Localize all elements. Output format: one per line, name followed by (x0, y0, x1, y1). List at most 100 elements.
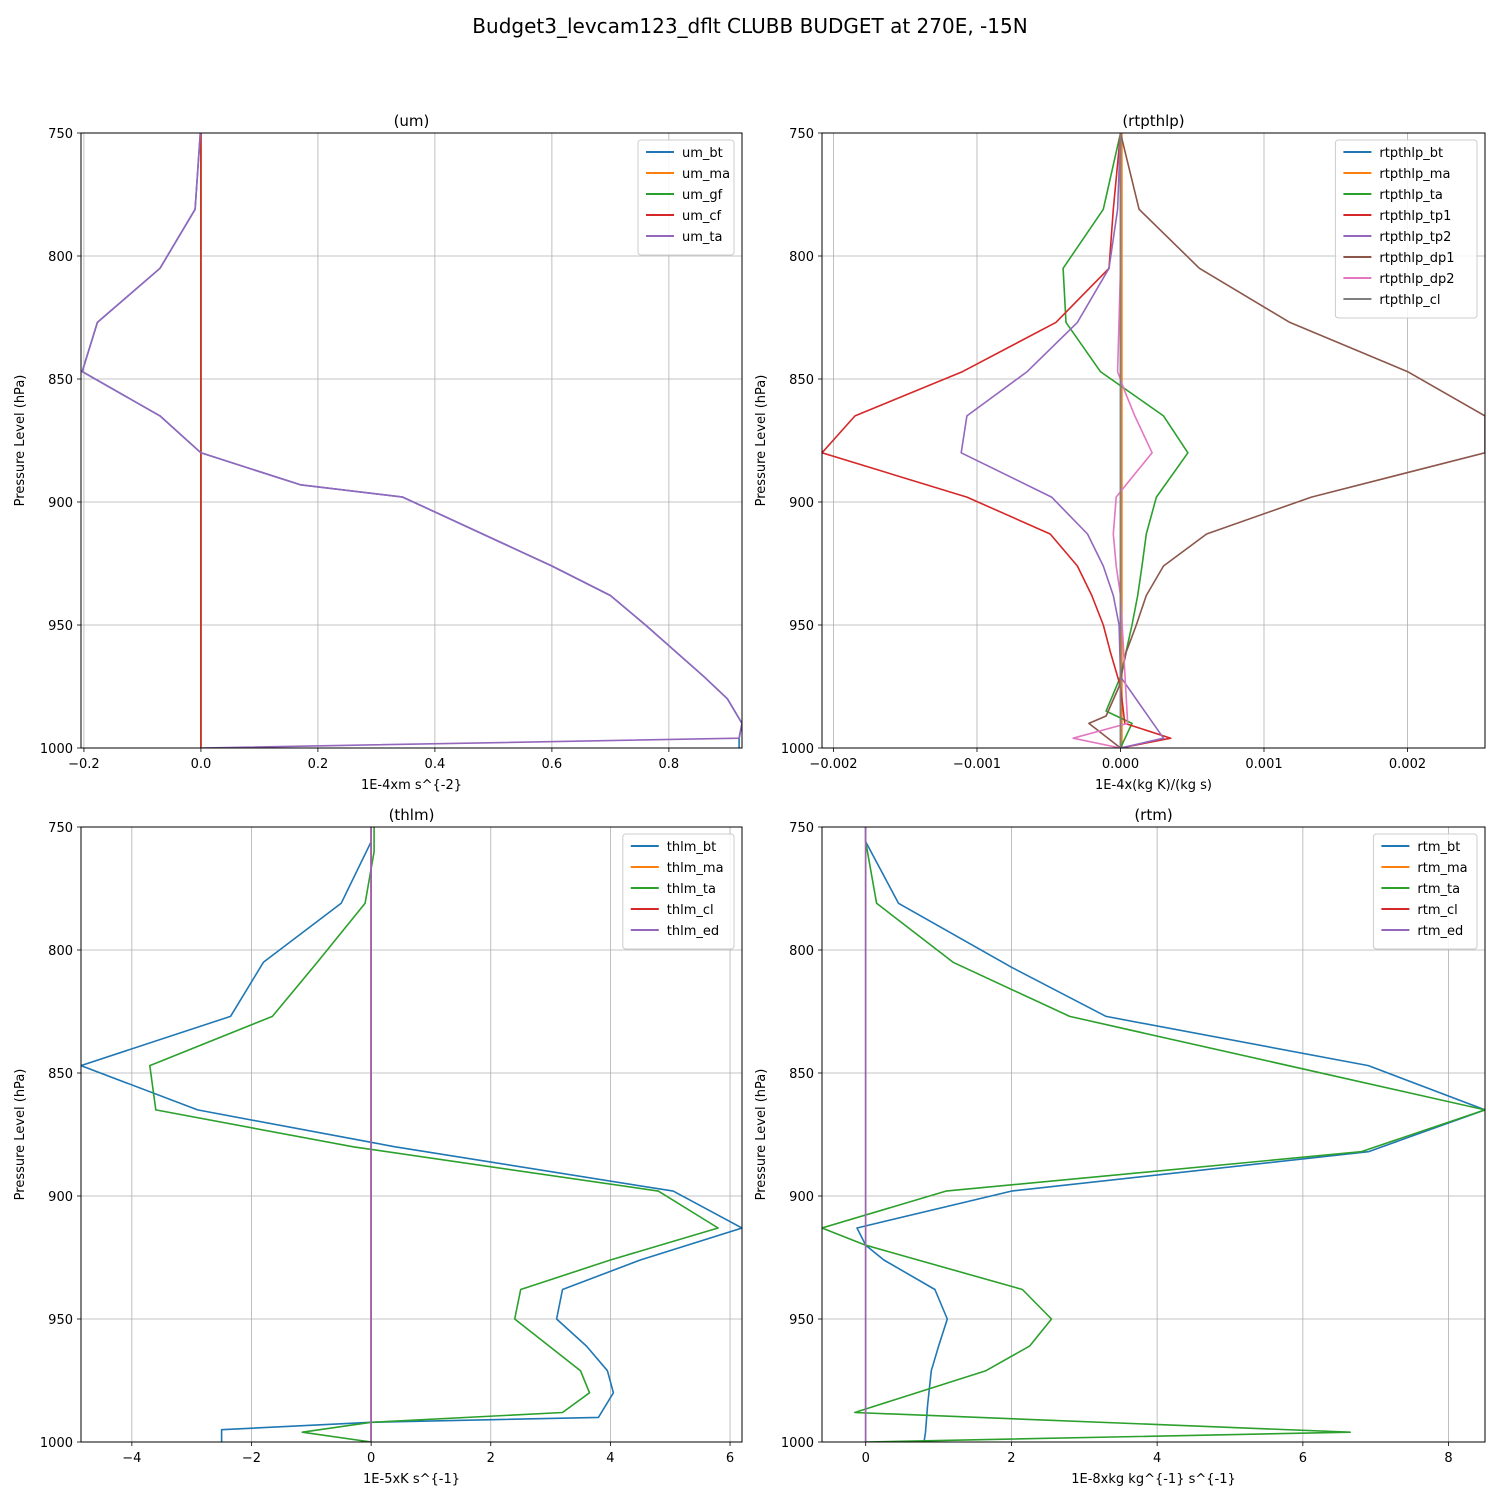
x-tick-label: −2 (242, 1451, 261, 1466)
y-axis-label: Pressure Level (hPa) (754, 375, 769, 507)
x-tick-label: 6 (1299, 1451, 1307, 1466)
series-line-thlm_ta (149, 827, 719, 1442)
series-line-rtpthlp_ta (1062, 133, 1189, 748)
y-tick-label: 850 (48, 1067, 73, 1082)
x-axis-label: 1E-8xkg kg^{-1} s^{-1} (1071, 1472, 1236, 1487)
series-group (822, 827, 1485, 1442)
x-axis-label: 1E-4x(kg K)/(kg s) (1095, 778, 1212, 793)
legend-label: rtm_ma (1417, 861, 1467, 876)
series-line-thlm_bt (81, 841, 742, 1442)
y-tick-label: 750 (48, 127, 73, 142)
y-tick-label: 750 (789, 127, 814, 142)
y-tick-label: 850 (789, 1067, 814, 1082)
legend-label: rtpthlp_tp1 (1379, 209, 1451, 224)
y-tick-label: 850 (789, 373, 814, 388)
series-line-um_ta (81, 133, 742, 748)
legend-label: rtpthlp_cl (1379, 293, 1440, 308)
legend-label: rtm_bt (1417, 840, 1460, 855)
y-axis-label: Pressure Level (hPa) (754, 1069, 769, 1201)
y-axis-label: Pressure Level (hPa) (13, 375, 28, 507)
y-tick-label: 900 (48, 1190, 73, 1205)
axes-frame (80, 132, 743, 749)
legend-label: thlm_ta (667, 882, 716, 897)
y-tick-label: 950 (48, 619, 73, 634)
x-tick-label: 0.8 (659, 757, 680, 772)
series-line-rtpthlp_dp2 (1072, 133, 1153, 748)
y-tick-label: 900 (789, 496, 814, 511)
y-axis-label: Pressure Level (hPa) (13, 1069, 28, 1201)
y-tick-label: 750 (48, 821, 73, 836)
x-tick-label: 0.001 (1245, 757, 1282, 772)
y-tick-label: 1000 (40, 742, 73, 757)
x-tick-label: 8 (1444, 1451, 1452, 1466)
x-axis-label: 1E-4xm s^{-2} (361, 778, 462, 793)
legend-label: rtpthlp_tp2 (1379, 230, 1451, 245)
x-axis-label: 1E-5xK s^{-1} (363, 1472, 460, 1487)
x-tick-label: 0.002 (1389, 757, 1426, 772)
legend-box (1334, 139, 1478, 319)
legend-label: um_cf (682, 209, 722, 224)
y-tick-label: 800 (789, 250, 814, 265)
y-tick-label: 800 (789, 944, 814, 959)
legend: rtm_bt rtm_ma rtm_ta rtm_cl rtm_ed (1372, 833, 1478, 950)
y-tick-label: 900 (789, 1190, 814, 1205)
x-tick-label: −0.2 (68, 757, 100, 772)
legend-label: rtpthlp_bt (1379, 146, 1443, 161)
legend-label: um_ma (682, 167, 730, 182)
series-line-rtm_ta (822, 827, 1485, 1442)
legend-label: thlm_bt (667, 840, 716, 855)
axes-frame (821, 132, 1486, 749)
legend: rtpthlp_bt rtpthlp_ma rtpthlp_ta rtpthlp_tp… (1334, 139, 1478, 319)
legend-box (1372, 833, 1478, 950)
series-line-rtm_bt (856, 827, 1485, 1442)
y-tick-label: 950 (48, 1313, 73, 1328)
series-group (81, 133, 742, 748)
legend-label: thlm_ed (667, 924, 719, 939)
y-tick-label: 750 (789, 821, 814, 836)
x-tick-label: 6 (726, 1451, 734, 1466)
legend-box (622, 833, 735, 950)
legend-label: rtm_ta (1417, 882, 1460, 897)
axes-frame (821, 826, 1486, 1443)
legend-label: rtm_ed (1417, 924, 1463, 939)
chart-title: (um) (394, 112, 430, 130)
figure-title: Budget3_levcam123_dflt CLUBB BUDGET at 2… (472, 14, 1028, 38)
x-tick-label: 2 (487, 1451, 495, 1466)
x-tick-label: 4 (606, 1451, 614, 1466)
y-tick-label: 850 (48, 373, 73, 388)
x-tick-label: 4 (1153, 1451, 1161, 1466)
y-tick-label: 800 (48, 944, 73, 959)
legend-label: thlm_cl (667, 903, 714, 918)
y-tick-label: 1000 (781, 742, 814, 757)
series-group (81, 827, 742, 1442)
y-tick-label: 1000 (40, 1436, 73, 1451)
axes-frame (80, 826, 743, 1443)
legend-label: rtpthlp_dp2 (1379, 272, 1454, 287)
legend-label: um_ta (682, 230, 722, 245)
x-tick-label: 2 (1007, 1451, 1015, 1466)
series-group (822, 133, 1485, 748)
y-tick-label: 950 (789, 1313, 814, 1328)
legend-label: rtpthlp_ta (1379, 188, 1442, 203)
x-tick-label: 0.4 (425, 757, 446, 772)
legend-label: rtm_cl (1417, 903, 1457, 918)
y-tick-label: 950 (789, 619, 814, 634)
x-tick-label: −0.002 (809, 757, 857, 772)
legend-label: um_gf (682, 188, 723, 203)
x-tick-label: 0 (367, 1451, 375, 1466)
y-tick-label: 800 (48, 250, 73, 265)
series-line-rtpthlp_tp1 (822, 133, 1172, 748)
x-tick-label: 0 (862, 1451, 870, 1466)
chart-title: (rtpthlp) (1122, 112, 1184, 130)
legend: um_bt um_ma um_gf um_cf um_ta (637, 139, 735, 256)
x-tick-label: 0.0 (191, 757, 212, 772)
x-tick-label: 0.6 (542, 757, 563, 772)
y-tick-label: 900 (48, 496, 73, 511)
x-tick-label: 0.2 (308, 757, 329, 772)
legend: thlm_bt thlm_ma thlm_ta thlm_cl thlm_ed (622, 833, 735, 950)
legend-label: rtpthlp_dp1 (1379, 251, 1454, 266)
